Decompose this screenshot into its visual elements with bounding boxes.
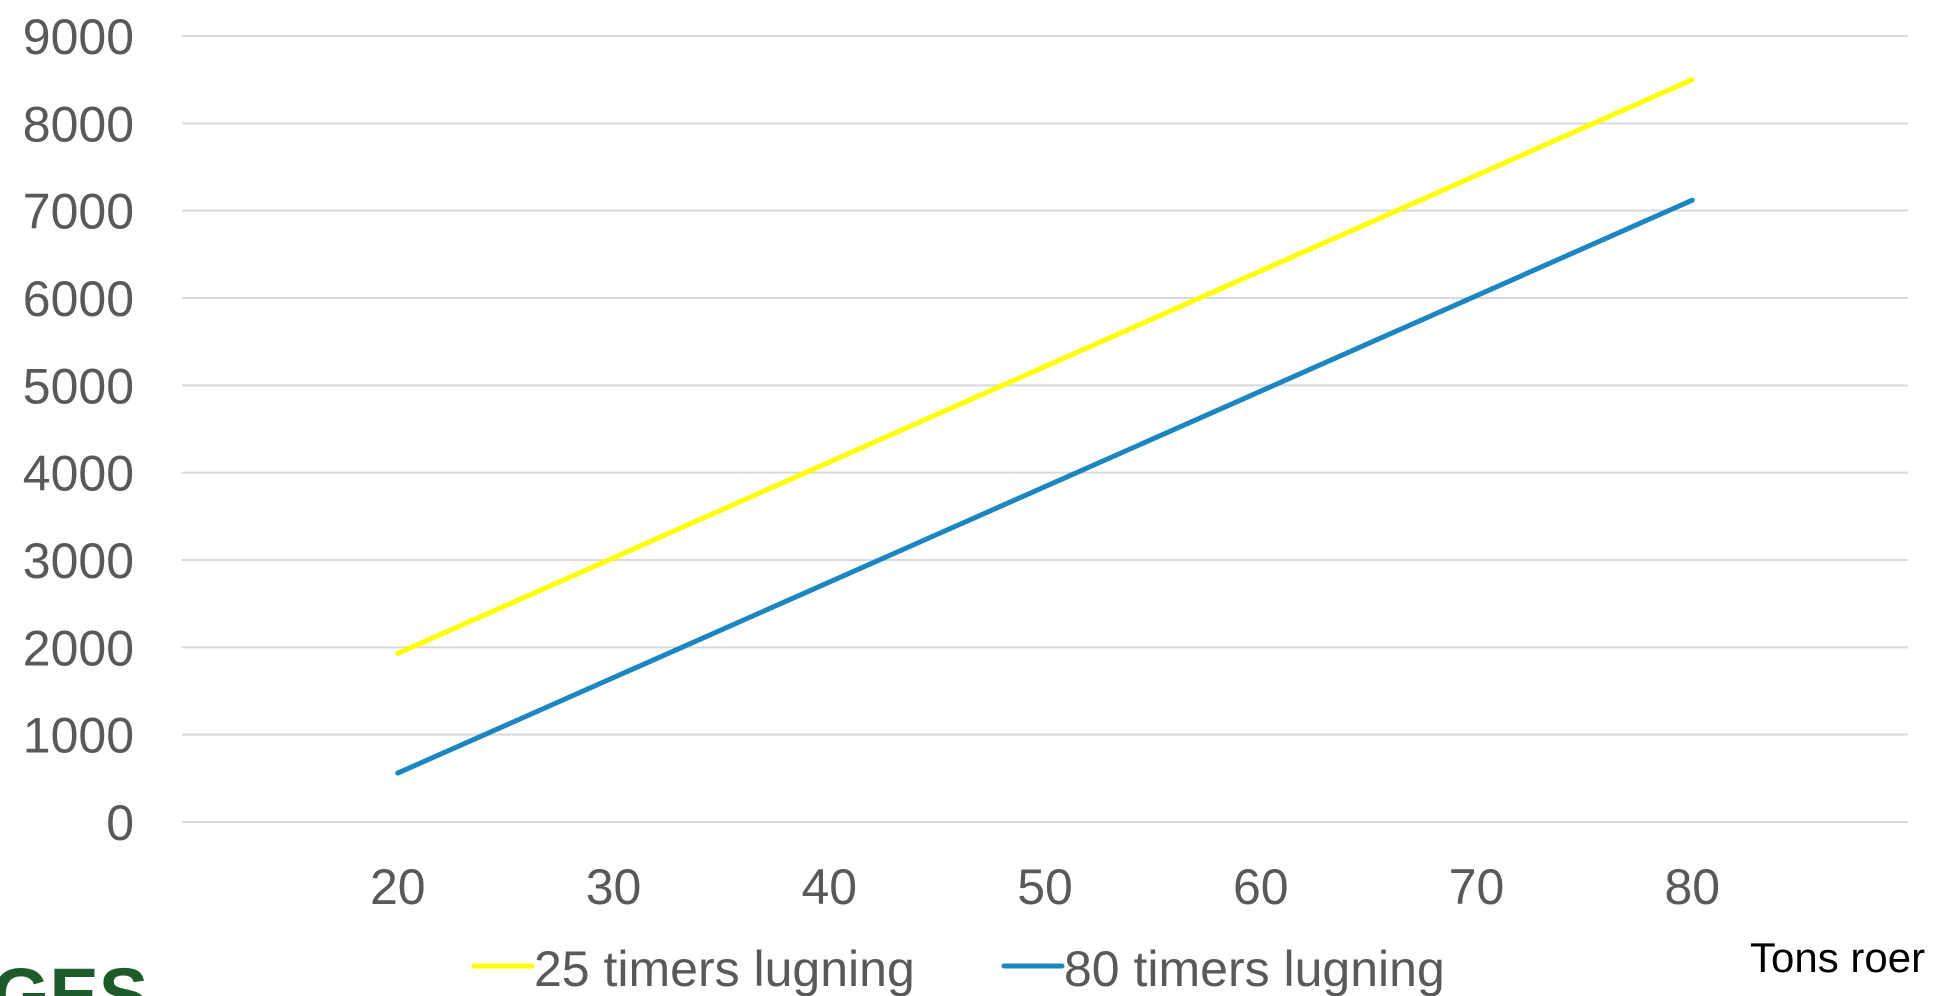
x-tick-label-30: 30 [586, 859, 642, 915]
logo-text: GES [0, 953, 148, 996]
y-tick-label-9000: 9000 [23, 9, 134, 65]
x-tick-label-50: 50 [1017, 859, 1073, 915]
y-tick-label-3000: 3000 [23, 533, 134, 589]
x-axis-tick-labels: 20 30 40 50 60 70 80 [370, 859, 1720, 915]
x-tick-label-40: 40 [801, 859, 857, 915]
x-tick-label-20: 20 [370, 859, 426, 915]
legend: 25 timers lugning 80 timers lugning [471, 941, 1445, 996]
y-tick-label-4000: 4000 [23, 446, 134, 502]
legend-label-2: 80 timers lugning [1064, 941, 1445, 996]
y-tick-label-5000: 5000 [23, 358, 134, 414]
x-tick-label-80: 80 [1664, 859, 1720, 915]
y-tick-label-8000: 8000 [23, 96, 134, 152]
legend-label-1: 25 timers lugning [534, 941, 915, 996]
y-tick-label-6000: 6000 [23, 271, 134, 327]
gridlines [182, 35, 1908, 823]
x-axis-title: Tons roer [1750, 934, 1925, 981]
series-line-1 [395, 77, 1695, 656]
x-tick-label-70: 70 [1449, 859, 1505, 915]
y-tick-label-1000: 1000 [23, 708, 134, 764]
y-tick-label-7000: 7000 [23, 184, 134, 240]
series-lines [395, 77, 1695, 776]
x-tick-label-60: 60 [1233, 859, 1289, 915]
y-tick-label-0: 0 [106, 795, 134, 851]
y-tick-label-2000: 2000 [23, 620, 134, 676]
y-axis-tick-labels: 0 1000 2000 3000 4000 5000 6000 7000 8000 9000 [23, 9, 134, 851]
series-line-2 [395, 197, 1695, 776]
